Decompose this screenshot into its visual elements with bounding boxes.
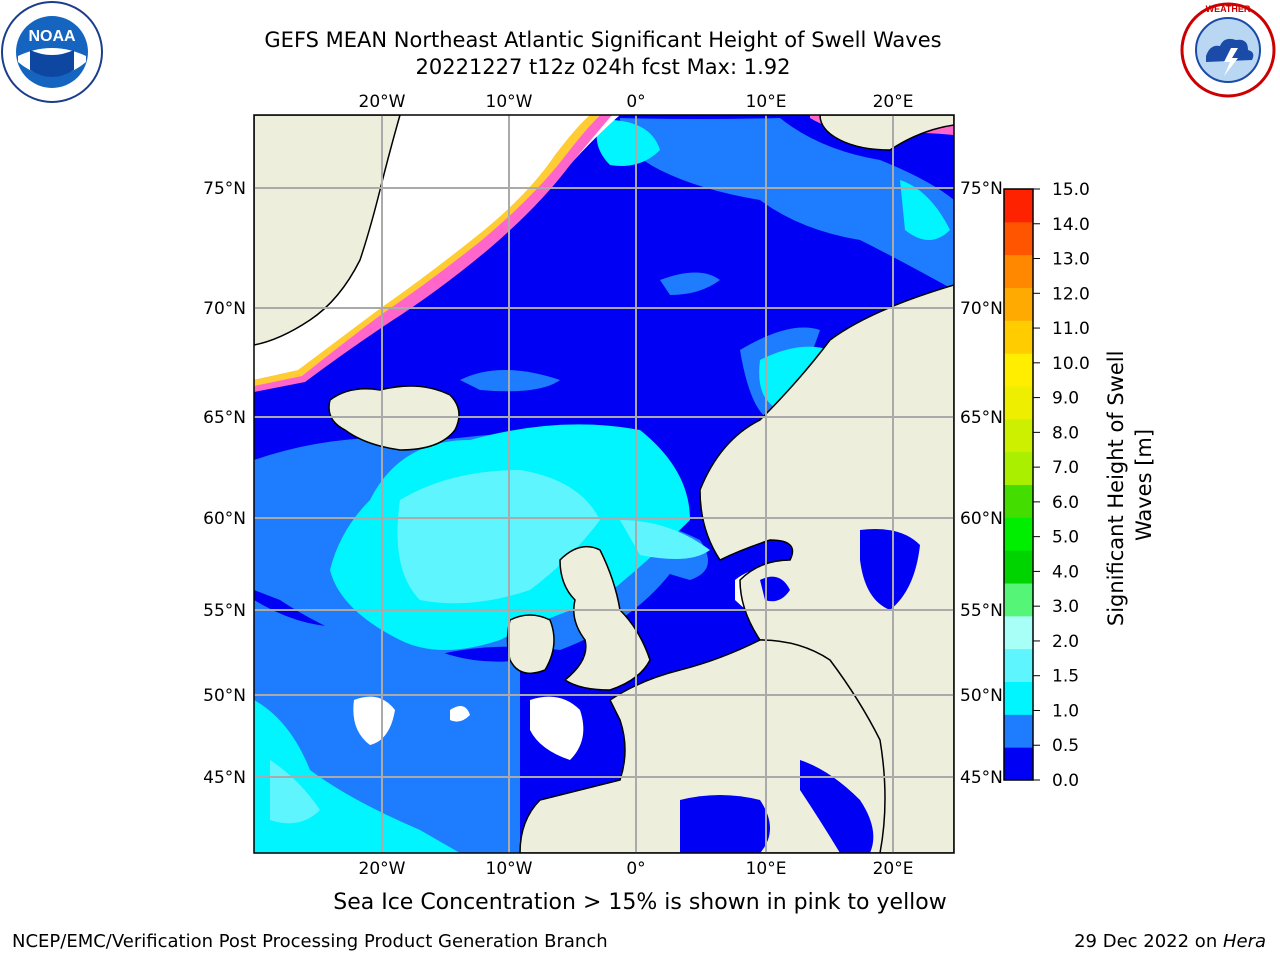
lat-label: 70°N xyxy=(203,299,246,319)
lat-label: 45°N xyxy=(203,768,246,788)
lon-label: 0° xyxy=(626,859,645,879)
lon-labels-bottom: 20°W 10°W 0° 10°E 20°E xyxy=(359,859,914,879)
lat-label: 55°N xyxy=(960,601,1003,621)
colorbar-tick-label: 11.0 xyxy=(1052,319,1090,339)
colorbar-segment xyxy=(1004,221,1033,256)
colorbar-segment xyxy=(1004,287,1033,321)
colorbar-segment xyxy=(1004,615,1033,650)
lat-label: 50°N xyxy=(960,686,1003,706)
lat-labels-right: 75°N 70°N 65°N 60°N 55°N 50°N 45°N xyxy=(960,179,1003,788)
colorbar-tick-label: 0.0 xyxy=(1052,771,1079,791)
colorbar-label: Significant Height of Swell Waves [m] xyxy=(1104,344,1156,626)
sea-ice-edge xyxy=(254,115,612,392)
lat-label: 75°N xyxy=(203,179,246,199)
lon-label: 10°W xyxy=(486,92,533,112)
svg-text:NOAA: NOAA xyxy=(28,28,76,45)
colorbar-tick-label: 4.0 xyxy=(1052,562,1079,582)
colorbar-segment xyxy=(1004,681,1033,715)
chart-title: GEFS MEAN Northeast Atlantic Significant… xyxy=(264,28,942,52)
map-field xyxy=(254,115,954,853)
colorbar-segment xyxy=(1004,386,1033,420)
land xyxy=(254,115,954,853)
colorbar-tick-label: 1.5 xyxy=(1052,667,1079,687)
lon-label: 20°E xyxy=(873,92,914,112)
lon-label: 10°E xyxy=(746,859,787,879)
lon-label: 20°W xyxy=(359,859,406,879)
colorbar-tick-label: 2.0 xyxy=(1052,632,1079,652)
colorbar-segment xyxy=(1004,747,1033,781)
lat-label: 60°N xyxy=(203,509,246,529)
colorbar-segment xyxy=(1004,254,1033,288)
colorbar-tick-label: 13.0 xyxy=(1052,250,1090,270)
lat-label: 65°N xyxy=(960,408,1003,428)
lat-label: 50°N xyxy=(203,686,246,706)
svg-text:WEATHER: WEATHER xyxy=(1206,4,1251,14)
colorbar-tick-label: 10.0 xyxy=(1052,354,1090,374)
date-text: 29 Dec 2022 on Hera xyxy=(1074,931,1266,952)
lon-label: 10°E xyxy=(746,92,787,112)
lat-label: 70°N xyxy=(960,299,1003,319)
colorbar-segment xyxy=(1004,714,1033,748)
chart-subtitle: 20221227 t12z 024h fcst Max: 1.92 xyxy=(415,55,791,79)
colorbar-segment xyxy=(1004,320,1033,354)
credit-text: NCEP/EMC/Verification Post Processing Pr… xyxy=(12,931,608,952)
lat-label: 65°N xyxy=(203,408,246,428)
nws-logo-icon: WEATHER xyxy=(1180,2,1276,98)
noaa-logo-icon: NOAA xyxy=(1,1,103,103)
lat-label: 75°N xyxy=(960,179,1003,199)
colorbar-segment xyxy=(1004,583,1033,617)
colorbar-segment xyxy=(1004,648,1033,682)
lat-label: 45°N xyxy=(960,768,1003,788)
colorbar-tick-label: 5.0 xyxy=(1052,528,1079,548)
graticule xyxy=(254,115,954,853)
colorbar-tick-label: 7.0 xyxy=(1052,458,1079,478)
colorbar-tick-label: 8.0 xyxy=(1052,423,1079,443)
lat-label: 60°N xyxy=(960,509,1003,529)
colorbar-segment xyxy=(1004,189,1033,223)
colorbar-segment xyxy=(1004,451,1033,485)
colorbar-tick-label: 14.0 xyxy=(1052,215,1090,235)
colorbar xyxy=(1004,189,1033,781)
sea-ice-note: Sea Ice Concentration > 15% is shown in … xyxy=(333,890,947,915)
colorbar-tick-label: 9.0 xyxy=(1052,389,1079,409)
colorbar-segment xyxy=(1004,550,1033,584)
host-name: Hera xyxy=(1222,931,1266,952)
colorbar-tick-label: 3.0 xyxy=(1052,597,1079,617)
colorbar-tick-label: 1.0 xyxy=(1052,701,1079,721)
colorbar-segment xyxy=(1004,517,1033,551)
lon-labels-top: 20°W 10°W 0° 10°E 20°E xyxy=(359,92,914,112)
colorbar-tick-label: 0.5 xyxy=(1052,736,1079,756)
lon-label: 0° xyxy=(626,92,645,112)
lon-label: 10°W xyxy=(486,859,533,879)
colorbar-tick-label: 12.0 xyxy=(1052,284,1090,304)
colorbar-ticks: 15.0 14.0 13.0 12.0 11.0 10.0 9.0 8.0 7.0 6.0 5.0 4… xyxy=(1033,180,1090,791)
colorbar-frame xyxy=(1003,188,1034,781)
lat-labels-left: 75°N 70°N 65°N 60°N 55°N 50°N 45°N xyxy=(203,179,246,788)
map-frame xyxy=(253,114,955,854)
colorbar-segment xyxy=(1004,484,1033,518)
colorbar-segment xyxy=(1004,353,1033,387)
lon-label: 20°W xyxy=(359,92,406,112)
colorbar-segment xyxy=(1004,418,1033,453)
lon-label: 20°E xyxy=(873,859,914,879)
lat-label: 55°N xyxy=(203,601,246,621)
colorbar-tick-label: 15.0 xyxy=(1052,180,1090,200)
colorbar-tick-label: 6.0 xyxy=(1052,493,1079,513)
